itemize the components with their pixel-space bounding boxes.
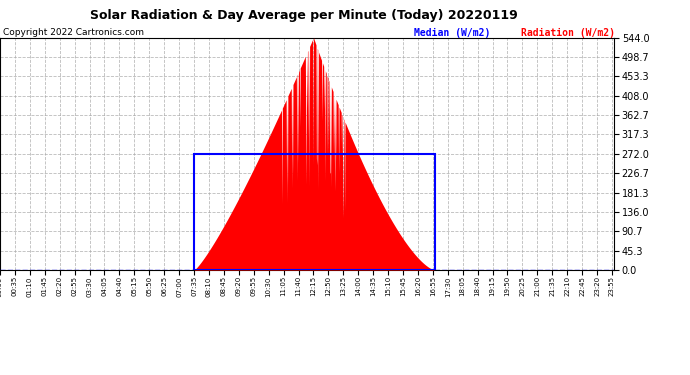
Text: Solar Radiation & Day Average per Minute (Today) 20220119: Solar Radiation & Day Average per Minute… bbox=[90, 9, 518, 22]
Text: Copyright 2022 Cartronics.com: Copyright 2022 Cartronics.com bbox=[3, 28, 144, 37]
Text: Median (W/m2): Median (W/m2) bbox=[414, 28, 491, 38]
Bar bbox=[194, 154, 435, 270]
Text: Radiation (W/m2): Radiation (W/m2) bbox=[521, 28, 615, 38]
